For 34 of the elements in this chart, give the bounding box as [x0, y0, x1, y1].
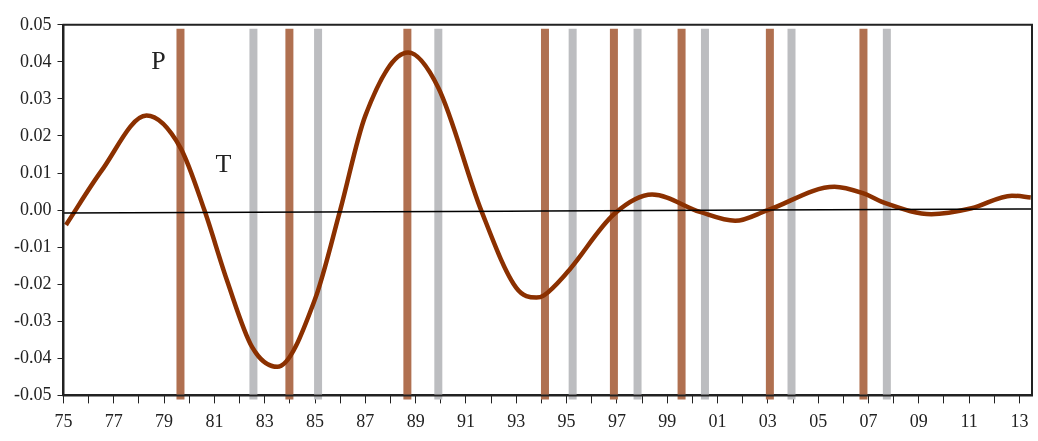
y-tick-label: 0.04 — [19, 50, 52, 71]
y-tick-label: 0.05 — [19, 13, 52, 34]
x-tick-label: 05 — [809, 410, 828, 431]
x-tick-label: 07 — [859, 410, 878, 431]
y-tick-label: -0.02 — [13, 272, 52, 293]
x-tick-label: 11 — [960, 410, 978, 431]
y-tick-label: 0.01 — [19, 161, 52, 182]
annotation: T — [215, 149, 232, 179]
x-tick-label: 89 — [406, 410, 425, 431]
x-tick-label: 85 — [306, 410, 325, 431]
y-tick-label: -0.03 — [13, 310, 52, 331]
x-tick-label: 91 — [456, 410, 475, 431]
y-tick-label: -0.05 — [13, 384, 52, 405]
y-tick-label: 0.00 — [19, 198, 52, 219]
y-tick-label: 0.03 — [19, 87, 52, 108]
x-tick-label: 03 — [758, 410, 777, 431]
y-tick-label: -0.01 — [13, 235, 52, 256]
x-tick-label: 79 — [155, 410, 174, 431]
x-tick-label: 81 — [205, 410, 224, 431]
x-tick-label: 13 — [1010, 410, 1029, 431]
x-tick-label: 93 — [507, 410, 526, 431]
x-tick-label: 77 — [104, 410, 123, 431]
y-tick-label: -0.04 — [13, 347, 52, 368]
x-tick-label: 87 — [356, 410, 375, 431]
x-tick-label: 99 — [658, 410, 677, 431]
annotation: P — [151, 45, 166, 75]
line-series — [63, 50, 1032, 370]
x-tick-label: 95 — [557, 410, 576, 431]
x-tick-label: 97 — [607, 410, 626, 431]
x-tick-label: 01 — [708, 410, 727, 431]
y-tick-label: 0.02 — [19, 124, 52, 145]
x-tick-label: 75 — [54, 410, 73, 431]
x-tick-label: 09 — [909, 410, 928, 431]
x-tick-label: 83 — [255, 410, 274, 431]
